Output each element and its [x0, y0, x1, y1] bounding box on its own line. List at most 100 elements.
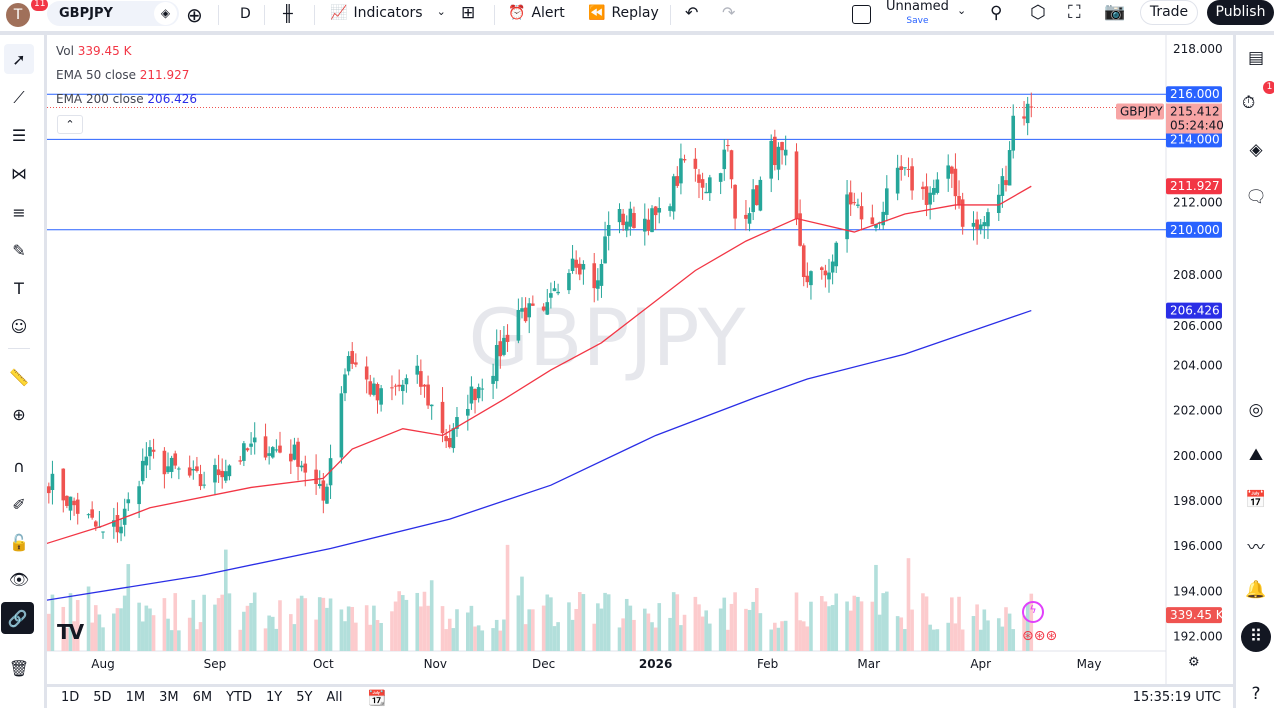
- candle-body[interactable]: [960, 199, 965, 227]
- candle-body[interactable]: [1011, 115, 1016, 151]
- candle-body[interactable]: [242, 443, 246, 461]
- zoom-in-icon[interactable]: ⊕: [12, 404, 26, 424]
- candle-body[interactable]: [733, 184, 737, 219]
- candle-body[interactable]: [718, 173, 723, 182]
- brush-icon[interactable]: ✎: [12, 240, 26, 260]
- candle-body[interactable]: [794, 151, 799, 219]
- candle-body[interactable]: [202, 484, 206, 486]
- candle-body[interactable]: [505, 334, 510, 342]
- candle-body[interactable]: [874, 224, 878, 228]
- candle-body[interactable]: [971, 222, 976, 227]
- candle-body[interactable]: [906, 168, 911, 170]
- candle-body[interactable]: [747, 213, 752, 224]
- candle-body[interactable]: [751, 189, 755, 213]
- candle-body[interactable]: [65, 495, 69, 506]
- candle-body[interactable]: [668, 206, 672, 211]
- range-5d[interactable]: 5D: [93, 690, 112, 705]
- candle-body[interactable]: [444, 436, 448, 442]
- candle-body[interactable]: [137, 486, 141, 505]
- candle-body[interactable]: [679, 158, 683, 184]
- candle-body[interactable]: [982, 222, 987, 227]
- candle-body[interactable]: [426, 384, 430, 406]
- horizontal-lines-icon[interactable]: ☰: [11, 125, 27, 145]
- candle-body[interactable]: [935, 179, 940, 193]
- candle-body[interactable]: [346, 355, 351, 372]
- candle-body[interactable]: [823, 270, 828, 276]
- candle-body[interactable]: [177, 468, 181, 470]
- cursor-icon[interactable]: ➚: [4, 44, 34, 74]
- candle-body[interactable]: [350, 351, 355, 364]
- candle-body[interactable]: [776, 146, 781, 170]
- candle-body[interactable]: [773, 136, 777, 166]
- candle-body[interactable]: [187, 467, 192, 476]
- lock-icon[interactable]: 🔓: [9, 532, 29, 552]
- candle-body[interactable]: [805, 275, 810, 283]
- alert-button[interactable]: ⏰ Alert: [508, 5, 565, 21]
- trend-line-icon[interactable]: ⟋: [13, 88, 25, 107]
- range-all[interactable]: All: [326, 690, 343, 705]
- candle-body[interactable]: [834, 242, 839, 267]
- candle-body[interactable]: [632, 213, 636, 228]
- link-icon[interactable]: 🔗: [1, 602, 34, 634]
- candle-body[interactable]: [393, 385, 398, 387]
- candle-body[interactable]: [675, 176, 680, 186]
- candle-body[interactable]: [195, 466, 199, 471]
- candle-body[interactable]: [220, 470, 224, 478]
- range-1y[interactable]: 1Y: [265, 690, 283, 705]
- candle-body[interactable]: [596, 280, 600, 289]
- candle-body[interactable]: [379, 388, 383, 405]
- candle-body[interactable]: [119, 526, 123, 534]
- candle-body[interactable]: [881, 211, 885, 226]
- candle-body[interactable]: [545, 302, 550, 315]
- candle-body[interactable]: [115, 515, 120, 533]
- candle-body[interactable]: [921, 186, 925, 190]
- candle-body[interactable]: [1025, 103, 1030, 124]
- candle-body[interactable]: [447, 438, 452, 448]
- candle-body[interactable]: [274, 449, 279, 451]
- help-icon[interactable]: ?: [1251, 684, 1261, 704]
- candle-body[interactable]: [354, 362, 358, 365]
- date-range-calendar-icon[interactable]: 📆: [367, 688, 387, 707]
- quick-search-icon[interactable]: ⚲: [990, 3, 1003, 23]
- candle-body[interactable]: [870, 217, 875, 225]
- candle-body[interactable]: [599, 263, 604, 286]
- fullscreen-icon[interactable]: ⛶: [1068, 2, 1081, 23]
- candle-body[interactable]: [653, 206, 658, 216]
- candle-body[interactable]: [144, 456, 149, 466]
- candle-body[interactable]: [466, 408, 470, 416]
- layout-checkbox-icon[interactable]: [852, 5, 871, 24]
- candle-body[interactable]: [126, 499, 131, 504]
- candle-body[interactable]: [895, 167, 900, 194]
- candle-body[interactable]: [68, 496, 73, 511]
- indicators-button[interactable]: 📈 Indicators ⌄: [330, 5, 446, 21]
- candle-body[interactable]: [1022, 116, 1026, 119]
- candle-body[interactable]: [754, 185, 759, 206]
- time-axis-settings-icon[interactable]: ⚙: [1188, 655, 1200, 670]
- candle-body[interactable]: [325, 486, 329, 504]
- candle-body[interactable]: [227, 465, 232, 477]
- candle-body[interactable]: [657, 208, 662, 213]
- candle-body[interactable]: [173, 453, 178, 466]
- user-avatar[interactable]: T 11: [6, 0, 49, 27]
- candle-type-icon[interactable]: ╫: [283, 4, 293, 23]
- candle-body[interactable]: [617, 209, 622, 223]
- candle-body[interactable]: [476, 387, 481, 399]
- alerts-clock-icon[interactable]: ⏱ 1: [1242, 81, 1274, 117]
- candle-body[interactable]: [303, 463, 308, 473]
- candle-body[interactable]: [494, 344, 499, 382]
- candle-body[interactable]: [429, 404, 434, 407]
- candle-body[interactable]: [910, 166, 914, 191]
- candle-body[interactable]: [819, 267, 824, 271]
- candle-body[interactable]: [339, 393, 344, 458]
- candle-body[interactable]: [122, 508, 127, 525]
- candle-body[interactable]: [570, 258, 575, 272]
- candle-body[interactable]: [809, 271, 813, 286]
- candle-body[interactable]: [704, 191, 709, 194]
- candle-body[interactable]: [903, 167, 907, 169]
- candle-body[interactable]: [101, 531, 105, 533]
- candle-body[interactable]: [224, 471, 228, 481]
- candle-body[interactable]: [650, 208, 654, 233]
- candle-body[interactable]: [783, 149, 788, 156]
- chevron-down-icon[interactable]: ⌄: [436, 5, 446, 18]
- candle-body[interactable]: [93, 521, 98, 527]
